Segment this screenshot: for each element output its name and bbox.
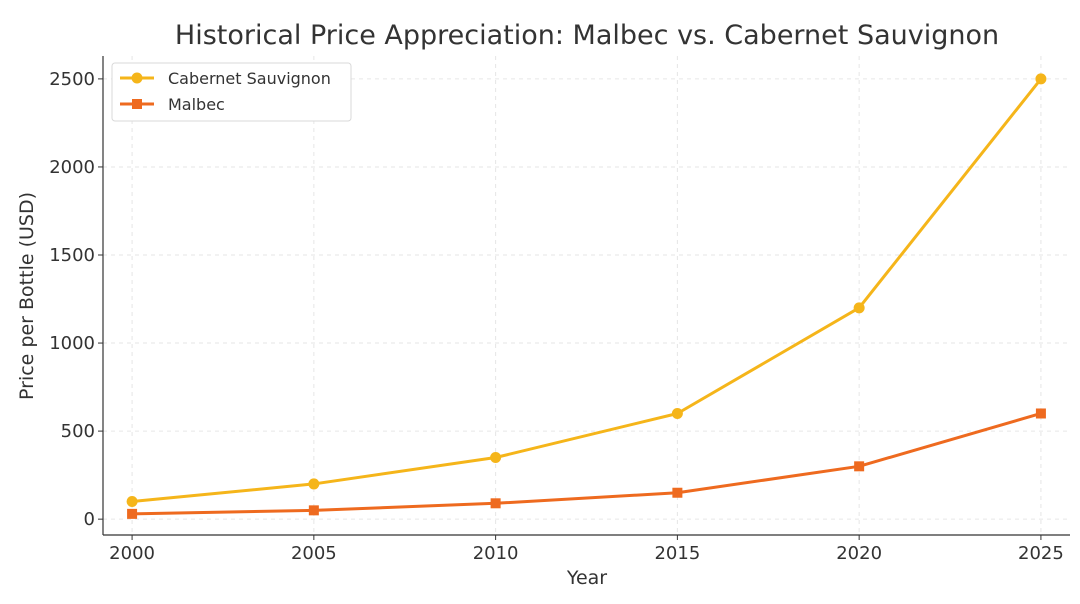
legend-item: Cabernet Sauvignon [120, 69, 331, 88]
data-point [853, 302, 865, 314]
legend-swatch-marker [132, 99, 142, 109]
x-tick-label: 2015 [654, 543, 700, 564]
y-tick-label: 1500 [49, 245, 95, 266]
legend-swatch-marker [131, 72, 143, 84]
x-tick-label: 2020 [836, 543, 882, 564]
x-tick-label: 2025 [1018, 543, 1064, 564]
legend-item: Malbec [120, 95, 225, 114]
data-point [490, 452, 502, 464]
series-malbec [127, 408, 1046, 519]
legend: Cabernet Sauvignon Malbec [111, 62, 352, 122]
data-point [1035, 408, 1046, 419]
series-line [130, 77, 1043, 504]
series-cabernet-sauvignon [126, 73, 1047, 508]
data-point [308, 478, 320, 490]
y-tick-label: 500 [61, 421, 95, 442]
axes [102, 56, 1070, 536]
series-line [130, 411, 1043, 516]
data-point [126, 496, 138, 508]
legend-label: Malbec [168, 95, 225, 114]
x-tick-label: 2000 [109, 543, 155, 564]
data-point [1035, 73, 1047, 85]
data-point [308, 505, 319, 516]
legend-box [111, 62, 352, 122]
y-tick-label: 0 [84, 509, 95, 530]
data-point [127, 508, 138, 519]
data-point [854, 461, 865, 472]
x-tick-label: 2010 [473, 543, 519, 564]
y-tick-labels: 0 500 1000 1500 2000 2500 [49, 69, 103, 530]
data-point [672, 487, 683, 498]
x-tick-label: 2005 [291, 543, 337, 564]
legend-label: Cabernet Sauvignon [168, 69, 331, 88]
x-axis-label: Year [566, 567, 607, 589]
series-layer [126, 73, 1047, 519]
x-tick-labels: 2000 2005 2010 2015 2020 2025 [109, 535, 1064, 564]
y-tick-label: 2000 [49, 157, 95, 178]
y-tick-label: 1000 [49, 333, 95, 354]
grid [103, 56, 1070, 535]
y-tick-label: 2500 [49, 69, 95, 90]
data-point [671, 407, 683, 419]
y-axis-label: Price per Bottle (USD) [16, 192, 38, 400]
data-point [490, 498, 501, 509]
chart-title: Historical Price Appreciation: Malbec vs… [175, 20, 999, 51]
